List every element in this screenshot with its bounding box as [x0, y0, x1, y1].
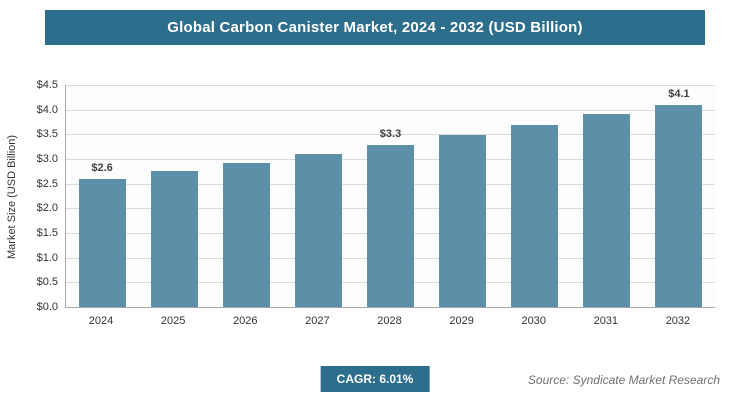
y-tick-label: $3.0 — [36, 153, 58, 165]
y-axis-title: Market Size (USD Billion) — [6, 134, 18, 259]
x-tick-label: 2025 — [160, 315, 186, 327]
bar-2028 — [367, 145, 414, 307]
y-tick-label: $0.0 — [36, 301, 58, 313]
cagr-badge: CAGR: 6.01% — [320, 366, 430, 392]
bar-2029 — [439, 135, 487, 307]
bar-2024 — [78, 178, 126, 307]
source-text: Source: Syndicate Market Research — [527, 373, 720, 387]
y-tick-label: $4.0 — [36, 103, 58, 116]
x-axis-ticks: 2024 2025 2026 2027 2028 2029 2030 2031 2032 — [65, 315, 715, 331]
bar-2032 — [655, 104, 703, 307]
bar-value-label: $3.3 — [379, 128, 402, 141]
bar-2025 — [150, 170, 198, 307]
chart-title-banner: Global Carbon Canister Market, 2024 - 20… — [45, 10, 705, 45]
bar-2031 — [583, 114, 631, 307]
bar-2030 — [511, 124, 559, 307]
plot-area: $2.6 $3.3 $4.1 — [65, 85, 715, 308]
gridline — [66, 109, 715, 111]
y-tick-label: $4.5 — [36, 79, 58, 91]
x-tick-label: 2029 — [449, 315, 474, 327]
bar-value-label: $4.1 — [668, 87, 690, 100]
y-tick-label: $1.0 — [36, 251, 58, 264]
bar-value-label: $2.6 — [91, 161, 113, 174]
gridline — [66, 85, 715, 86]
y-tick-label: $2.5 — [36, 177, 58, 190]
y-tick-label: $2.0 — [36, 202, 58, 215]
x-tick-label: 2024 — [88, 315, 114, 327]
x-tick-label: 2027 — [305, 315, 330, 327]
x-tick-label: 2028 — [377, 315, 402, 327]
y-axis-ticks: $0.0 $0.5 $1.0 $1.5 $2.0 $2.5 $3.0 $3.5 $4.0 $4.5 — [18, 79, 60, 313]
y-tick-label: $3.5 — [36, 128, 58, 141]
bar-2026 — [222, 162, 270, 307]
y-tick-label: $0.5 — [36, 276, 58, 289]
chart-title: Global Carbon Canister Market, 2024 - 20… — [167, 19, 583, 36]
x-tick-label: 2032 — [665, 315, 691, 327]
x-tick-label: 2031 — [593, 315, 619, 327]
bar-2027 — [294, 154, 342, 307]
x-tick-label: 2026 — [233, 315, 258, 327]
x-tick-label: 2030 — [521, 315, 546, 327]
gridline — [66, 134, 715, 136]
y-tick-label: $1.5 — [36, 227, 58, 239]
